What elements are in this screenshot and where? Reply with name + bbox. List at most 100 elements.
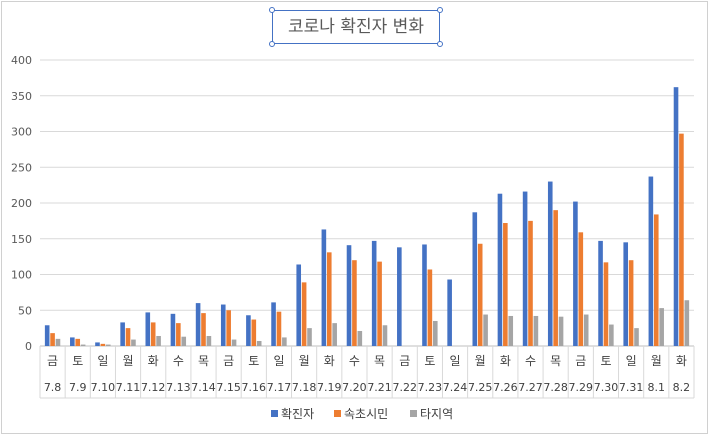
bar bbox=[176, 323, 181, 346]
title-resize-handle[interactable] bbox=[437, 7, 443, 13]
bar bbox=[321, 229, 327, 346]
x-tick-label: 7.19 bbox=[317, 381, 342, 394]
bar bbox=[447, 279, 452, 346]
title-resize-handle[interactable] bbox=[269, 41, 275, 47]
chart-title-selection-box[interactable] bbox=[272, 10, 440, 44]
x-tick-label: 7.16 bbox=[242, 381, 267, 394]
bar bbox=[522, 191, 528, 346]
x-tick-label: 7.23 bbox=[418, 381, 443, 394]
x-day-label: 금 bbox=[47, 354, 58, 368]
x-tick-label: 7.10 bbox=[91, 381, 116, 394]
bar bbox=[150, 322, 156, 346]
bar bbox=[503, 223, 508, 346]
bar bbox=[673, 87, 679, 347]
bar bbox=[125, 328, 131, 346]
bar bbox=[547, 181, 553, 346]
x-tick-label: 7.20 bbox=[342, 381, 367, 394]
bar bbox=[44, 325, 50, 346]
bar bbox=[598, 240, 603, 346]
bar bbox=[477, 243, 483, 346]
x-tick-label: 7.31 bbox=[619, 381, 644, 394]
bar bbox=[653, 214, 659, 346]
bar bbox=[246, 315, 251, 346]
bar bbox=[533, 315, 539, 346]
y-tick-label: 0 bbox=[25, 340, 32, 353]
legend-swatch bbox=[271, 410, 278, 417]
x-day-label: 수 bbox=[173, 354, 184, 368]
bar bbox=[679, 133, 684, 346]
bar bbox=[634, 328, 639, 346]
x-day-label: 수 bbox=[349, 354, 360, 368]
bar bbox=[628, 260, 634, 346]
bar bbox=[95, 342, 100, 346]
x-tick-label: 7.29 bbox=[569, 381, 594, 394]
y-tick-label: 350 bbox=[11, 90, 32, 103]
bar bbox=[50, 333, 55, 346]
x-day-label: 월 bbox=[299, 354, 310, 368]
x-day-label: 일 bbox=[97, 354, 108, 368]
x-tick-label: 7.27 bbox=[518, 381, 543, 394]
x-tick-label: 7.17 bbox=[267, 381, 292, 394]
bar bbox=[55, 338, 61, 346]
bar bbox=[397, 247, 402, 346]
bar bbox=[382, 325, 388, 346]
x-tick-label: 8.1 bbox=[648, 381, 666, 394]
title-resize-handle[interactable] bbox=[437, 41, 443, 47]
x-tick-label: 7.30 bbox=[594, 381, 619, 394]
bar bbox=[100, 343, 106, 346]
legend-label: 속초시민 bbox=[344, 407, 388, 421]
bar bbox=[276, 311, 282, 346]
x-day-label: 금 bbox=[575, 354, 586, 368]
bar bbox=[558, 316, 564, 346]
x-tick-label: 7.24 bbox=[443, 381, 468, 394]
x-day-label: 수 bbox=[525, 354, 536, 368]
x-day-label: 금 bbox=[399, 354, 410, 368]
bar bbox=[181, 336, 187, 346]
x-day-label: 화 bbox=[676, 354, 687, 368]
bar bbox=[371, 240, 377, 346]
bar bbox=[553, 210, 558, 346]
bar bbox=[346, 245, 352, 346]
bar bbox=[282, 337, 287, 346]
x-tick-label: 7.22 bbox=[392, 381, 417, 394]
bar bbox=[271, 302, 276, 346]
x-day-label: 월 bbox=[651, 354, 662, 368]
bar bbox=[201, 313, 206, 346]
bar bbox=[352, 260, 357, 346]
bar bbox=[307, 328, 312, 346]
bar bbox=[131, 339, 136, 346]
bar bbox=[684, 300, 690, 346]
x-tick-label: 7.11 bbox=[116, 381, 141, 394]
y-tick-label: 400 bbox=[11, 54, 32, 67]
bar bbox=[251, 319, 257, 346]
x-day-label: 목 bbox=[550, 354, 561, 368]
x-tick-label: 7.13 bbox=[166, 381, 191, 394]
x-day-label: 화 bbox=[324, 354, 335, 368]
legend-swatch bbox=[410, 410, 417, 417]
bar bbox=[377, 261, 382, 346]
x-day-label: 일 bbox=[450, 354, 461, 368]
x-tick-label: 7.8 bbox=[44, 381, 62, 394]
bar bbox=[296, 264, 302, 346]
bar bbox=[220, 304, 226, 346]
x-day-label: 토 bbox=[72, 354, 83, 368]
x-tick-label: 7.25 bbox=[468, 381, 493, 394]
x-day-label: 일 bbox=[273, 354, 284, 368]
bar bbox=[357, 330, 363, 346]
bar bbox=[578, 232, 584, 346]
y-tick-label: 100 bbox=[11, 269, 32, 282]
legend-swatch bbox=[334, 410, 341, 417]
x-tick-label: 7.18 bbox=[292, 381, 317, 394]
title-resize-handle[interactable] bbox=[269, 7, 275, 13]
bar bbox=[120, 322, 125, 346]
bar bbox=[508, 315, 514, 346]
bar bbox=[231, 339, 237, 346]
x-tick-label: 7.9 bbox=[69, 381, 87, 394]
bar bbox=[332, 323, 337, 346]
bar bbox=[497, 193, 503, 346]
x-tick-label: 7.12 bbox=[141, 381, 166, 394]
x-tick-label: 7.15 bbox=[216, 381, 241, 394]
bar bbox=[603, 262, 609, 346]
